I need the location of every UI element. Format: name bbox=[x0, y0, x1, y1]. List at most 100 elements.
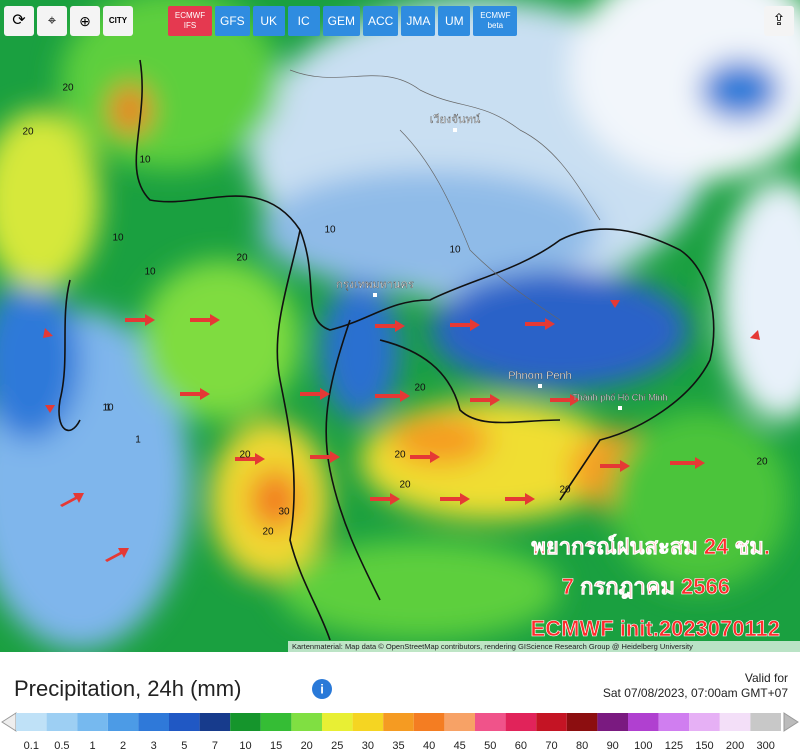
model-button[interactable]: GEM bbox=[322, 6, 361, 36]
place-label: Thành phố Hồ Chí Minh bbox=[572, 392, 668, 402]
legend-swatch bbox=[16, 713, 47, 731]
model-bar: ECMWF IFS GFS UK IC GEM ACC JMA UM ECMWF beta bbox=[168, 6, 518, 36]
place-labels: กรุงเทพมหานคร เวียงจันทน์ Phnom PenhThành … bbox=[336, 113, 668, 410]
info-icon-glyph: i bbox=[320, 681, 324, 696]
zoom-button[interactable]: ⊕ bbox=[70, 6, 100, 36]
legend-label: 0.5 bbox=[54, 740, 69, 752]
contour-label: 30 bbox=[278, 507, 290, 518]
legend-label: 40 bbox=[423, 740, 435, 752]
share-button[interactable]: ⇪ bbox=[764, 6, 794, 36]
model-button[interactable]: IC bbox=[287, 6, 320, 36]
legend-label: 150 bbox=[695, 740, 713, 752]
legend-swatch bbox=[689, 713, 720, 731]
contour-label: 20 bbox=[62, 83, 74, 94]
contour-label: 20 bbox=[756, 457, 768, 468]
legend-swatch bbox=[628, 713, 659, 731]
attribution-bg bbox=[288, 641, 800, 652]
legend-label: 1 bbox=[89, 740, 95, 752]
contour-label: 20 bbox=[559, 485, 571, 496]
legend-swatch bbox=[138, 713, 169, 731]
contour-label: 20 bbox=[262, 527, 274, 538]
legend-label: 2 bbox=[120, 740, 126, 752]
legend-label: 60 bbox=[515, 740, 527, 752]
contour-label: 20 bbox=[399, 480, 411, 491]
legend-label: 25 bbox=[331, 740, 343, 752]
model-button[interactable]: UM bbox=[438, 6, 471, 36]
borders bbox=[289, 69, 601, 321]
legend-swatch bbox=[750, 713, 781, 731]
attribution: Kartenmaterial: Map data © OpenStreetMap… bbox=[292, 642, 693, 651]
legend-label: 50 bbox=[484, 740, 496, 752]
legend-right-arrow bbox=[783, 712, 799, 732]
model-button[interactable]: ECMWF IFS bbox=[168, 6, 212, 36]
place-dot bbox=[453, 128, 457, 132]
legend-label: 45 bbox=[454, 740, 466, 752]
overlay-line: 7 กรกฎาคม 2566 bbox=[562, 574, 730, 599]
legend-swatch bbox=[475, 713, 506, 731]
panel-title: Precipitation, 24h (mm) bbox=[14, 676, 241, 701]
legend-label: 15 bbox=[270, 740, 282, 752]
legend-swatch bbox=[291, 713, 322, 731]
place-label: Phnom Penh bbox=[508, 370, 572, 382]
model-button[interactable]: UK bbox=[252, 6, 285, 36]
model-button[interactable]: ACC bbox=[363, 6, 399, 36]
contour-label: 10 bbox=[112, 233, 124, 244]
valid-time: Sat 07/08/2023, 07:00am GMT+07 bbox=[603, 686, 788, 700]
legend-swatch bbox=[169, 713, 200, 731]
info-icon[interactable] bbox=[312, 679, 332, 699]
wind-arrows bbox=[43, 300, 760, 562]
legend-label: 5 bbox=[181, 740, 187, 752]
contour-label: 20 bbox=[236, 253, 248, 264]
place-dot bbox=[538, 384, 542, 388]
legend-swatch bbox=[413, 713, 445, 731]
legend-label: 7 bbox=[212, 740, 218, 752]
legend-swatch bbox=[107, 713, 139, 731]
legend-swatch bbox=[383, 713, 414, 731]
legend-swatch bbox=[260, 713, 292, 731]
legend-swatch bbox=[199, 713, 231, 731]
legend-label: 30 bbox=[362, 740, 374, 752]
panel bbox=[0, 652, 800, 756]
legend-swatch bbox=[536, 713, 567, 731]
legend-label: 3 bbox=[151, 740, 157, 752]
precip-field bbox=[0, 0, 800, 650]
overlay-line: พยากรณ์ฝนสะสม 24 ชม. bbox=[531, 534, 770, 559]
model-button[interactable]: ECMWF beta bbox=[473, 6, 518, 36]
coastlines bbox=[58, 59, 715, 641]
legend-swatch bbox=[566, 713, 598, 731]
place-label: เวียงจันทน์ bbox=[430, 113, 481, 126]
contour-label: 10 bbox=[144, 267, 156, 278]
reload-button[interactable]: ⟳ bbox=[4, 6, 34, 36]
contour-label: 20 bbox=[394, 450, 406, 461]
legend-label: 200 bbox=[726, 740, 744, 752]
overlay-line: ECMWF init.2023070112 bbox=[531, 616, 780, 641]
legend-label: 125 bbox=[665, 740, 683, 752]
legend-label: 35 bbox=[392, 740, 404, 752]
city-button[interactable]: CITY bbox=[103, 6, 133, 36]
toolbar: ⟳ ⌖ ⊕ CITY bbox=[4, 6, 133, 36]
legend-label: 80 bbox=[576, 740, 588, 752]
legend-swatch bbox=[77, 713, 108, 731]
contour-label: 10 bbox=[139, 155, 151, 166]
location-button[interactable]: ⌖ bbox=[37, 6, 67, 36]
model-button[interactable]: GFS bbox=[215, 6, 250, 36]
legend-label: 100 bbox=[634, 740, 652, 752]
legend-label: 90 bbox=[607, 740, 619, 752]
legend-swatch bbox=[719, 713, 751, 731]
place-dot bbox=[373, 293, 377, 297]
overlay-text: พยากรณ์ฝนสะสม 24 ชม. 7 กรกฎาคม 2566 ECMW… bbox=[530, 534, 780, 642]
legend-swatch bbox=[444, 713, 475, 731]
contour-label: 10 bbox=[449, 245, 461, 256]
legend-label: 10 bbox=[239, 740, 251, 752]
legend: 0.1 0.5 1 2 3 5 7 10 15 20 25 30 35 40 45 50 60 70 80 90 100… bbox=[16, 713, 781, 752]
model-button[interactable]: JMA bbox=[401, 6, 436, 36]
contour-label: 20 bbox=[22, 127, 34, 138]
valid-label: Valid for bbox=[745, 671, 788, 685]
contour-label: 20 bbox=[414, 383, 426, 394]
legend-swatch bbox=[322, 713, 353, 731]
legend-label: 20 bbox=[301, 740, 313, 752]
contour-label: 20 bbox=[239, 450, 251, 461]
